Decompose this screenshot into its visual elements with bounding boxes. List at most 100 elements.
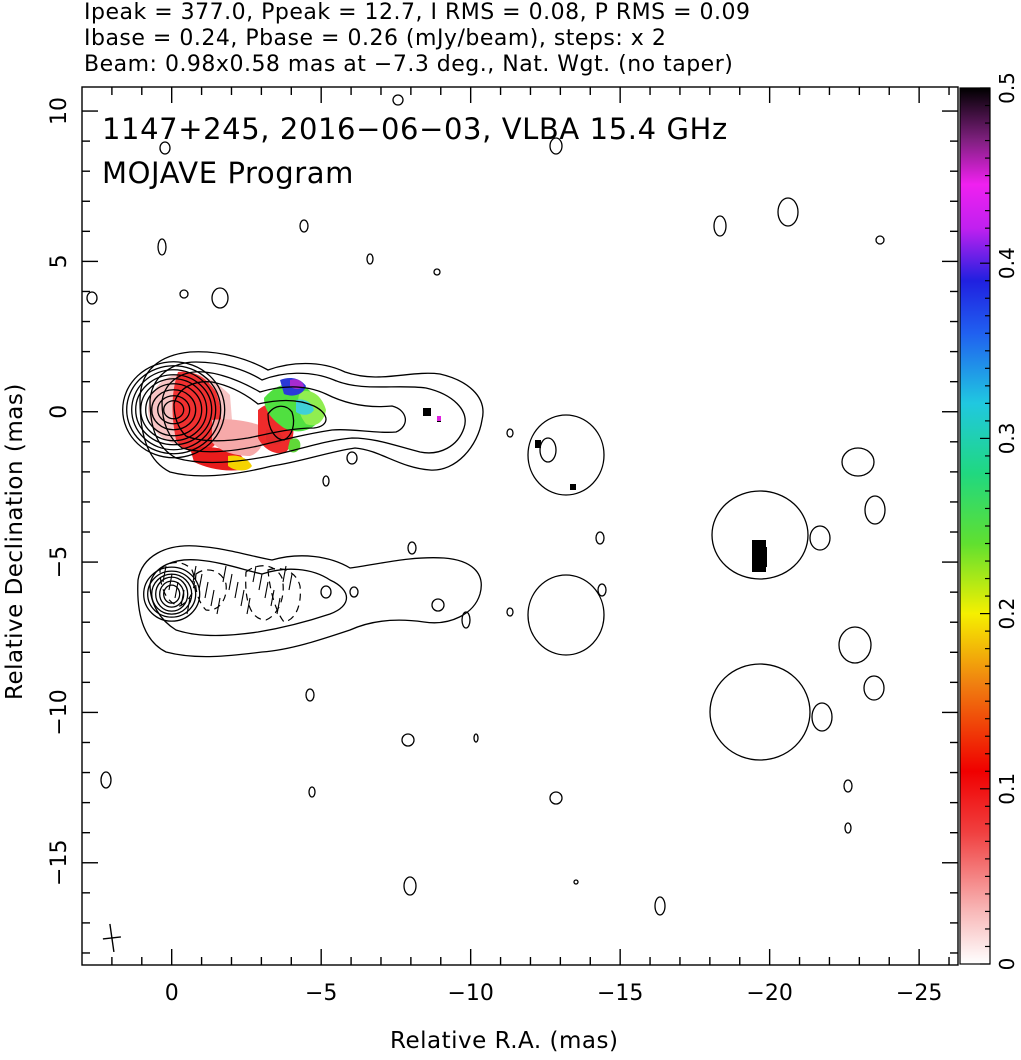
polarization-vector bbox=[186, 597, 191, 615]
contour-core-ring bbox=[122, 361, 226, 459]
polarization-vector bbox=[282, 565, 287, 583]
contour-island bbox=[654, 896, 666, 916]
contour-island bbox=[711, 490, 809, 580]
x-tick-label: −5 bbox=[305, 981, 337, 1006]
polarization-vector bbox=[180, 589, 185, 607]
contour-island bbox=[100, 771, 112, 789]
contour-island bbox=[86, 291, 98, 305]
contour-island bbox=[159, 141, 171, 155]
contour-core-ring bbox=[135, 374, 213, 446]
contour-layer bbox=[86, 94, 886, 916]
contour-island bbox=[777, 197, 799, 227]
contour-island bbox=[308, 786, 316, 798]
colorbar-tick-label: 0.5 bbox=[995, 72, 1019, 104]
polarization-pixel bbox=[423, 408, 431, 416]
header-line-beam: Beam: 0.98x0.58 mas at −7.3 deg., Nat. W… bbox=[84, 52, 734, 77]
polarization-vector bbox=[192, 565, 197, 583]
chart-title: 1147+245, 2016−06−03, VLBA 15.4 GHz bbox=[102, 112, 728, 146]
contour-core-ring-lower bbox=[151, 573, 193, 615]
colorbar-tick-label: 0.3 bbox=[995, 422, 1019, 454]
contour-island bbox=[527, 414, 605, 496]
contour-negative bbox=[267, 567, 301, 623]
contour-jet-envelope bbox=[173, 381, 327, 442]
y-tick-label: −5 bbox=[47, 546, 72, 578]
contour-core-ring bbox=[163, 400, 185, 420]
contour-island bbox=[549, 137, 563, 155]
contour-core-ring bbox=[145, 383, 203, 437]
contour-island bbox=[506, 607, 514, 617]
contour-island bbox=[407, 541, 417, 555]
contour-island bbox=[157, 238, 167, 256]
y-tick-label: −10 bbox=[47, 689, 72, 735]
polarization-vector bbox=[270, 589, 275, 607]
contour-knot bbox=[267, 405, 295, 441]
plot-frame bbox=[81, 86, 959, 966]
contour-island bbox=[433, 268, 441, 276]
contour-jet-envelope bbox=[161, 371, 406, 453]
polarization-vector bbox=[234, 581, 239, 599]
polarization-pixel bbox=[757, 547, 767, 567]
contour-island bbox=[549, 791, 563, 805]
x-tick-label: 0 bbox=[165, 981, 179, 1006]
contour-island bbox=[461, 611, 471, 629]
polarization-pixel bbox=[570, 484, 576, 490]
polarization-vector-layer bbox=[162, 565, 293, 615]
polarization-vector bbox=[276, 597, 281, 615]
polarization-pixel bbox=[535, 440, 541, 448]
contour-island bbox=[401, 733, 415, 747]
contour-island bbox=[320, 585, 332, 599]
contour-core-ring bbox=[126, 365, 222, 455]
polarization-vector bbox=[210, 589, 215, 607]
contour-island bbox=[573, 879, 579, 885]
contour-island bbox=[863, 675, 885, 701]
polarization-vector bbox=[174, 581, 179, 599]
polarization-vector bbox=[246, 597, 251, 615]
plot-header: Ipeak = 377.0, Ppeak = 12.7, I RMS = 0.0… bbox=[84, 0, 750, 78]
contour-island bbox=[864, 495, 886, 525]
contour-jet-envelope-lower bbox=[149, 559, 348, 637]
y-axis-label: Relative Declination (mas) bbox=[2, 383, 28, 700]
contour-core-ring bbox=[157, 395, 191, 425]
contour-negative bbox=[159, 561, 195, 607]
contour-jet-envelope bbox=[149, 361, 466, 464]
tick-label-layer: 0 −5 −10 −15 −20 −25 10 5 0 −5 −10 −15 bbox=[47, 97, 942, 1006]
x-tick-label: −15 bbox=[597, 981, 643, 1006]
beam-minor-axis bbox=[102, 936, 121, 940]
contour-island bbox=[838, 626, 872, 664]
contour-island bbox=[431, 598, 445, 612]
contour-island bbox=[811, 702, 833, 732]
contour-island bbox=[539, 437, 557, 463]
contour-island bbox=[305, 688, 315, 702]
polarization-vector bbox=[198, 573, 203, 591]
header-line-base: Ibase = 0.24, Pbase = 0.26 (mJy/beam), s… bbox=[84, 26, 667, 51]
contour-core-ring-lower bbox=[143, 566, 201, 622]
polarization-vector bbox=[264, 581, 269, 599]
colorbar-tick-label: 0 bbox=[995, 958, 1019, 971]
contour-jet-envelope bbox=[139, 351, 484, 477]
contour-core-ring bbox=[151, 389, 197, 431]
contour-island bbox=[595, 531, 605, 545]
negative-contour-layer bbox=[159, 561, 301, 623]
polarization-vector bbox=[204, 581, 209, 599]
axes-layer bbox=[81, 86, 959, 966]
polarization-vector bbox=[240, 589, 245, 607]
y-tick-label: 5 bbox=[47, 254, 72, 268]
chart-subtitle: MOJAVE Program bbox=[102, 156, 355, 190]
y-tick-label: −15 bbox=[47, 840, 72, 886]
colorbar-tick-label: 0.2 bbox=[995, 598, 1019, 630]
contour-negative bbox=[194, 569, 227, 611]
header-line-peak: Ipeak = 377.0, Ppeak = 12.7, I RMS = 0.0… bbox=[84, 0, 751, 25]
colorbar-ticks bbox=[980, 87, 990, 965]
colorbar-tick-label: 0.4 bbox=[995, 247, 1019, 279]
contour-island bbox=[366, 253, 374, 265]
contour-island bbox=[473, 733, 479, 743]
colorbar-label-layer: 0 0.1 0.2 0.3 0.4 0.5 bbox=[995, 72, 1019, 970]
polarization-pixel bbox=[437, 416, 441, 421]
x-tick-label: −10 bbox=[447, 981, 493, 1006]
polarization-vector bbox=[288, 573, 293, 591]
x-tick-label: −20 bbox=[746, 981, 792, 1006]
contour-island bbox=[713, 215, 727, 237]
colorbar-tick-label: 0.1 bbox=[995, 773, 1019, 805]
polarization-vector bbox=[162, 565, 167, 583]
